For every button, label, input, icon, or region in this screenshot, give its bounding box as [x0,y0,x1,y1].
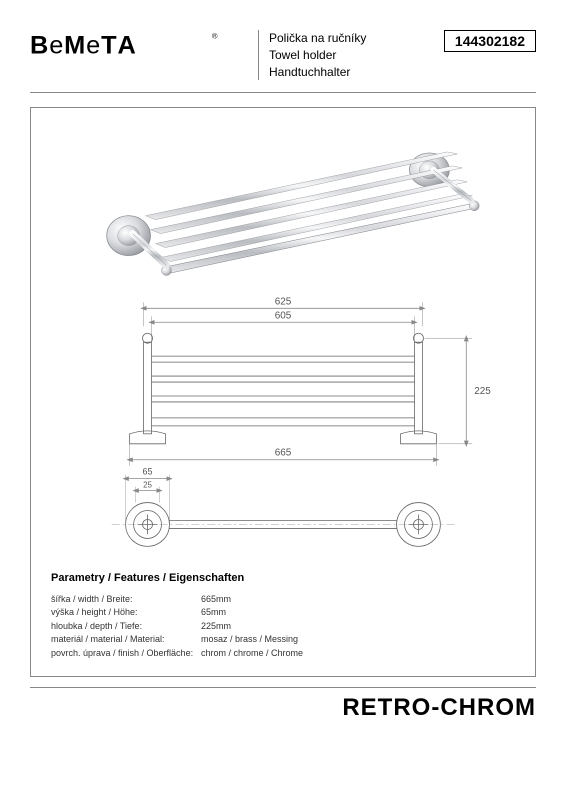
svg-text:BeMeTA: BeMeTA [30,31,137,59]
mount-view: 65 25 [112,467,455,547]
parameters-heading: Parametry / Features / Eigenschaften [51,570,303,587]
svg-text:25: 25 [143,481,152,490]
title-cs: Polička na ručníky [269,30,436,47]
svg-text:®: ® [212,31,218,40]
svg-text:65: 65 [143,467,153,477]
product-code: 144302182 [444,30,536,52]
product-titles: Polička na ručníky Towel holder Handtuch… [258,30,436,80]
collection-name: RETRO-CHROM [30,694,536,722]
svg-text:625: 625 [275,297,292,308]
title-de: Handtuchhalter [269,64,436,81]
param-row: materiál / material / Material: mosaz / … [51,633,303,647]
param-row: povrch. úprava / finish / Oberfläche: ch… [51,647,303,661]
product-render [107,152,480,276]
figure-frame: 625 605 [30,107,536,677]
svg-text:225: 225 [474,386,491,397]
front-elevation: 625 605 [130,297,492,466]
svg-text:605: 605 [275,311,292,322]
header: BeMeTA ® Polička na ručníky Towel holder… [30,30,536,80]
brand-logo: BeMeTA ® [30,30,250,73]
svg-text:665: 665 [275,448,292,459]
title-en: Towel holder [269,47,436,64]
param-row: hloubka / depth / Tiefe: 225mm [51,620,303,634]
param-row: šířka / width / Breite: 665mm [51,593,303,607]
parameters-block: Parametry / Features / Eigenschaften šíř… [51,570,303,660]
param-row: výška / height / Höhe: 65mm [51,606,303,620]
